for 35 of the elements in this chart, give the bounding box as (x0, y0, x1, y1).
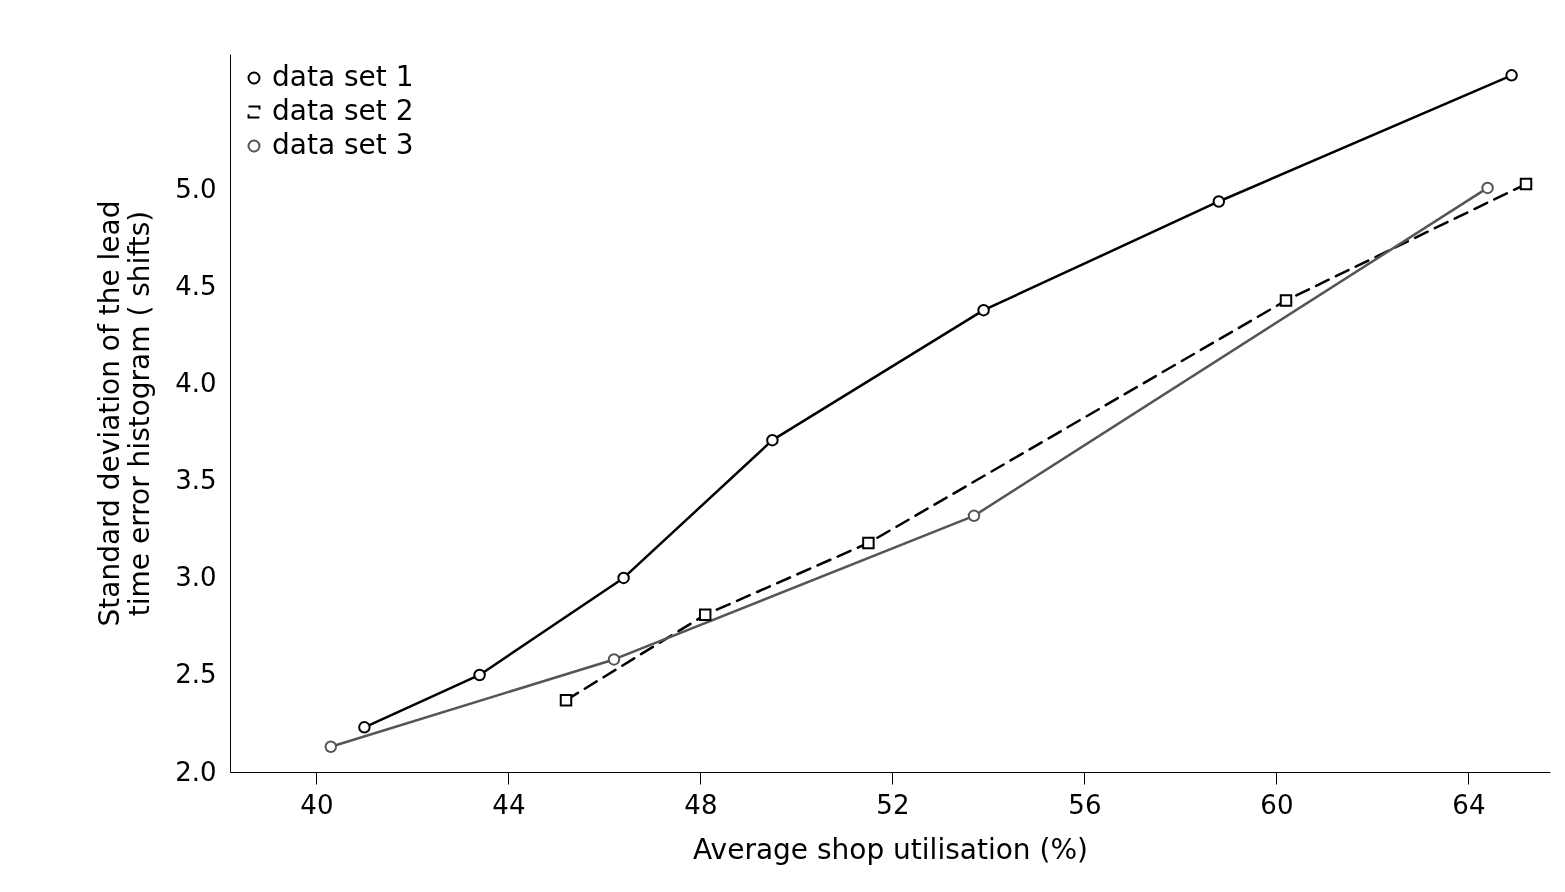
point (473, 668, 486, 682)
point (1505, 69, 1518, 82)
x-tick-label: 44 (492, 789, 526, 820)
point (766, 433, 779, 447)
point (1212, 195, 1226, 208)
y-tick-label: 2.5 (175, 659, 217, 690)
x-tick-label: 40 (300, 789, 334, 820)
x-axis-title: Average shop utilisation (%) (693, 832, 1088, 866)
point (324, 740, 338, 754)
point (559, 693, 573, 707)
y-tick-label: 2.0 (175, 756, 217, 787)
point (862, 536, 875, 550)
point (1481, 181, 1494, 195)
point (607, 653, 621, 666)
x-tick-label: 60 (1260, 789, 1294, 820)
y-tick-label: 5.0 (175, 174, 217, 205)
y-axis-title: Standard deviation of the lead time error histogram ( shifts) (93, 200, 157, 627)
x-tick-label: 52 (876, 789, 910, 820)
point (967, 509, 981, 523)
point (977, 303, 990, 317)
y-tick-label: 4.0 (175, 368, 217, 399)
y-tick-label: 4.5 (175, 271, 217, 302)
legend-label: data set 2 (272, 94, 414, 127)
x-tick-label: 56 (1068, 789, 1102, 820)
point (1279, 294, 1293, 307)
legend-label: data set 1 (272, 60, 414, 93)
point (358, 721, 371, 734)
y-tick-label: 3.0 (175, 562, 217, 593)
x-tick-label: 64 (1452, 789, 1486, 820)
y-tick-label: 3.5 (175, 465, 217, 496)
legend-label: data set 3 (272, 128, 414, 161)
point (698, 608, 712, 622)
point (1519, 177, 1533, 191)
x-tick-label: 48 (684, 789, 718, 820)
point (617, 571, 630, 585)
